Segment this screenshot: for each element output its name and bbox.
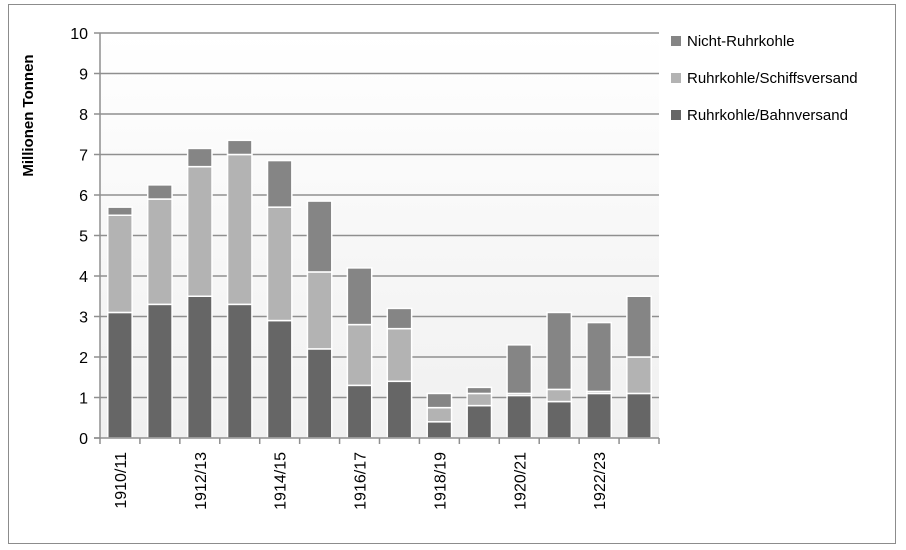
legend-label: Ruhrkohle/Schiffsversand [687, 70, 858, 87]
bar-segment [466, 386, 493, 395]
legend: Nicht-Ruhrkohle Ruhrkohle/Schiffsversand R… [671, 33, 858, 124]
bar-segment [546, 388, 573, 403]
bar-segment [386, 307, 413, 330]
bar-segment [186, 147, 213, 168]
x-tick-label: 1920/21 [512, 452, 529, 510]
bar-segment [586, 392, 613, 439]
legend-label: Nicht-Ruhrkohle [687, 33, 795, 50]
y-tick-label: 7 [79, 148, 88, 165]
bar-segment [146, 198, 173, 306]
y-tick-label: 5 [79, 229, 88, 246]
bar-segment [426, 421, 453, 439]
stacked-bar-chart: 0 1 2 3 4 5 6 7 8 9 10 1910/11 1912/13 1914/15 1916/1… [20, 26, 858, 510]
x-tick-label: 1916/17 [353, 452, 370, 510]
bar-segment [626, 392, 652, 439]
axes [94, 33, 660, 444]
x-tick-label: 1922/23 [592, 452, 609, 510]
bar-segment [386, 327, 413, 383]
bar-segment [107, 206, 133, 216]
bar-segment [346, 384, 373, 439]
y-tick-label: 3 [79, 310, 88, 327]
bar-segment [346, 323, 373, 387]
bar-segment [226, 139, 253, 156]
bar-segment [306, 348, 333, 439]
y-tick-label: 6 [79, 188, 88, 205]
bar-segment [346, 267, 373, 326]
bar-segment [506, 344, 533, 395]
legend-swatch [671, 110, 681, 120]
y-tick-labels: 0 1 2 3 4 5 6 7 8 9 10 [70, 26, 88, 448]
bar-segment [546, 400, 573, 439]
x-tick-label: 1910/11 [113, 452, 130, 509]
y-tick-label: 4 [79, 269, 88, 286]
x-tick-label: 1912/13 [193, 452, 210, 510]
bar-segment [626, 295, 652, 358]
bar-segment [586, 321, 613, 393]
bar-segment [306, 271, 333, 350]
bar-segment [466, 392, 493, 407]
bar-segment [107, 311, 133, 439]
chart-frame: 0 1 2 3 4 5 6 7 8 9 10 1910/11 1912/13 1914/15 1916/1… [8, 4, 896, 544]
bar-segment [426, 406, 453, 423]
bar-segment [186, 295, 213, 439]
bar-segment [506, 394, 533, 439]
bar-segment [107, 214, 133, 314]
legend-swatch [671, 73, 681, 83]
bar-segment [626, 356, 652, 395]
bar-segment [306, 200, 333, 273]
bar-segment [266, 319, 293, 439]
y-tick-label: 2 [79, 350, 88, 367]
x-tick-labels: 1910/11 1912/13 1914/15 1916/17 1918/19 1920/… [113, 452, 609, 510]
bar-segment [266, 159, 293, 208]
y-tick-label: 0 [79, 431, 88, 448]
bar-segment [426, 392, 453, 409]
bar-segment [546, 311, 573, 391]
bars [107, 139, 652, 439]
bar-segment [146, 184, 173, 200]
y-axis-label: Millionen Tonnen [20, 54, 37, 176]
legend-swatch [671, 36, 681, 46]
x-tick-label: 1914/15 [273, 452, 290, 510]
bar-segment [146, 303, 173, 439]
bar-segment [226, 303, 253, 439]
y-tick-label: 9 [79, 67, 88, 84]
bar-segment [226, 153, 253, 306]
bar-segment [386, 380, 413, 439]
y-tick-label: 1 [79, 391, 88, 408]
bar-segment [186, 165, 213, 297]
legend-label: Ruhrkohle/Bahnversand [687, 107, 848, 124]
y-tick-label: 10 [70, 26, 88, 43]
y-tick-label: 8 [79, 107, 88, 124]
bar-segment [266, 206, 293, 322]
bar-segment [466, 404, 493, 439]
x-tick-label: 1918/19 [432, 452, 449, 510]
